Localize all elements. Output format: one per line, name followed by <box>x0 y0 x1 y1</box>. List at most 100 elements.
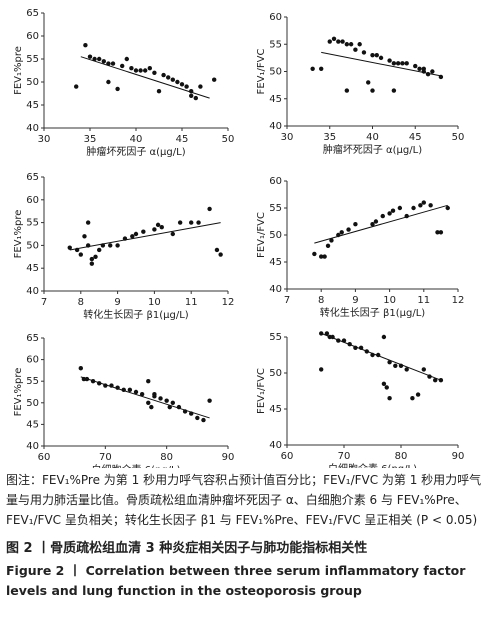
figure-note: 图注：FEV₁%Pre 为第 1 秒用力呼气容积占预计值百分比；FEV₁/FVC… <box>6 473 482 527</box>
point <box>146 379 151 384</box>
point <box>397 205 403 211</box>
x-axis-title: 肿瘤坏死因子 α(μg/L) <box>323 143 422 156</box>
point <box>170 400 175 405</box>
point <box>418 203 423 208</box>
y-tick-label: 60 <box>269 176 282 187</box>
point <box>101 59 107 64</box>
point <box>329 238 334 243</box>
point <box>130 234 135 239</box>
y-tick-label: 55 <box>26 376 39 387</box>
point <box>378 55 384 61</box>
point <box>381 334 387 340</box>
point <box>152 227 157 232</box>
point <box>324 331 330 336</box>
point <box>212 77 217 82</box>
y-tick-label: 55 <box>269 203 282 214</box>
point <box>164 398 169 403</box>
point <box>370 222 375 227</box>
point <box>353 47 358 52</box>
point <box>161 72 166 78</box>
x-tick-label: 90 <box>222 452 235 463</box>
x-tick-label: 7 <box>41 297 47 308</box>
x-tick-label: 9 <box>352 295 358 306</box>
y-tick-label: 55 <box>26 218 39 229</box>
point <box>387 58 392 63</box>
point <box>89 261 95 266</box>
point <box>438 230 444 235</box>
point <box>433 378 438 383</box>
y-axis-title: FEV₁/FVC <box>256 49 267 95</box>
point <box>331 36 337 41</box>
y-tick-label: 40 <box>26 441 39 452</box>
point <box>319 66 324 71</box>
point <box>344 42 350 47</box>
y-tick-label: 45 <box>26 100 39 111</box>
y-tick-label: 60 <box>269 12 282 23</box>
point <box>149 404 154 410</box>
point <box>325 243 331 248</box>
point <box>179 82 185 87</box>
point <box>413 63 418 69</box>
point <box>74 84 79 89</box>
y-axis-title: FEV₁%pre <box>13 210 24 259</box>
point <box>327 39 332 44</box>
point <box>156 89 162 94</box>
x-tick-label: 40 <box>366 132 379 143</box>
y-tick-label: 60 <box>26 31 39 42</box>
point <box>319 254 324 259</box>
x-tick-label: 30 <box>38 134 51 145</box>
point <box>344 88 350 93</box>
x-tick-label: 50 <box>222 134 235 145</box>
point <box>89 256 95 262</box>
point <box>310 66 315 71</box>
point <box>373 219 379 224</box>
x-tick-label: 11 <box>185 297 198 308</box>
point <box>380 213 385 219</box>
point <box>193 95 198 101</box>
y-tick-label: 50 <box>269 368 282 379</box>
point <box>133 231 139 237</box>
point <box>391 61 397 66</box>
point <box>146 400 151 405</box>
point <box>421 367 426 372</box>
point <box>339 230 344 235</box>
y-tick-label: 40 <box>269 121 282 132</box>
y-tick-label: 40 <box>26 123 39 134</box>
x-axis-title: 肿瘤坏死因子 α(μg/L) <box>86 145 185 158</box>
point <box>319 331 324 336</box>
point <box>87 54 93 59</box>
point <box>92 56 97 62</box>
point <box>417 66 422 71</box>
x-tick-label: 11 <box>417 295 430 306</box>
x-tick-label: 7 <box>284 295 290 306</box>
x-tick-label: 45 <box>176 134 189 145</box>
point <box>195 415 200 421</box>
point <box>78 366 84 371</box>
point <box>421 200 426 205</box>
point <box>152 70 157 76</box>
trend-line <box>80 376 210 419</box>
x-tick-label: 30 <box>281 132 294 143</box>
point <box>430 69 435 74</box>
point <box>189 220 194 225</box>
y-axis-title: FEV₁/FVC <box>256 368 267 414</box>
point <box>374 52 379 58</box>
point <box>370 52 375 58</box>
point <box>319 367 324 372</box>
point <box>411 205 416 211</box>
point <box>340 39 345 44</box>
x-axis-title: 白细胞介素 6(ng/L) <box>92 463 181 468</box>
y-tick-label: 65 <box>26 172 39 183</box>
x-axis-title: 白细胞介素 6(ng/L) <box>328 462 417 468</box>
x-tick-label: 80 <box>160 452 173 463</box>
point <box>198 84 203 89</box>
y-tick-label: 50 <box>269 230 282 241</box>
point <box>108 243 113 248</box>
y-tick-label: 45 <box>269 257 282 268</box>
point <box>381 381 387 386</box>
point <box>177 220 183 225</box>
point <box>141 229 146 234</box>
point <box>207 398 212 403</box>
y-tick-label: 45 <box>269 94 282 105</box>
